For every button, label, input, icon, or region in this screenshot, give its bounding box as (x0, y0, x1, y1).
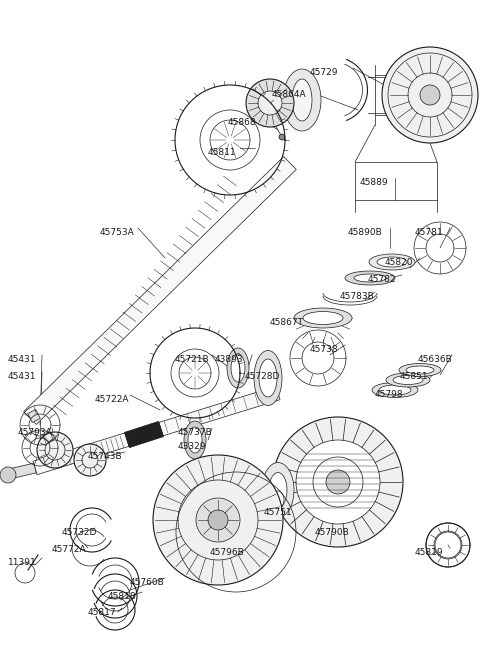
Text: 45636B: 45636B (418, 355, 453, 364)
Text: 45431: 45431 (8, 372, 36, 381)
Ellipse shape (386, 373, 430, 387)
Polygon shape (24, 157, 296, 424)
Text: 45889: 45889 (360, 178, 389, 187)
Text: 43329: 43329 (178, 442, 206, 451)
Text: 45729: 45729 (310, 68, 338, 77)
Circle shape (153, 455, 283, 585)
Text: 45819: 45819 (415, 548, 444, 557)
Text: 45743B: 45743B (88, 452, 122, 461)
Circle shape (196, 498, 240, 542)
Circle shape (273, 417, 403, 547)
Ellipse shape (369, 254, 415, 270)
Text: 45732D: 45732D (62, 528, 97, 537)
Ellipse shape (303, 312, 343, 324)
Ellipse shape (406, 366, 434, 374)
Ellipse shape (399, 364, 441, 377)
Text: 45728D: 45728D (245, 372, 280, 381)
Polygon shape (28, 409, 40, 422)
Circle shape (420, 85, 440, 105)
Ellipse shape (231, 354, 245, 382)
Polygon shape (33, 386, 280, 475)
Text: 45818: 45818 (108, 592, 137, 601)
Text: 45867T: 45867T (270, 318, 304, 327)
Text: 45868: 45868 (228, 118, 257, 127)
Text: 45864A: 45864A (272, 90, 307, 99)
Circle shape (326, 470, 350, 494)
Text: 45753A: 45753A (100, 228, 135, 237)
Circle shape (296, 440, 380, 524)
Ellipse shape (283, 69, 321, 131)
Bar (355, 162, 437, 200)
Ellipse shape (379, 385, 411, 395)
Text: 45760B: 45760B (130, 578, 165, 587)
Ellipse shape (345, 271, 395, 285)
Text: 43893: 43893 (215, 355, 244, 364)
Text: 11391: 11391 (8, 558, 37, 567)
Text: 45796B: 45796B (210, 548, 245, 557)
Ellipse shape (354, 274, 386, 282)
Circle shape (37, 432, 73, 468)
Ellipse shape (259, 359, 277, 397)
Ellipse shape (294, 308, 352, 328)
Circle shape (246, 79, 294, 127)
Circle shape (382, 47, 478, 143)
Polygon shape (124, 421, 164, 447)
Text: 45890B: 45890B (348, 228, 383, 237)
Text: 45811: 45811 (208, 148, 237, 157)
Ellipse shape (269, 472, 287, 508)
Ellipse shape (262, 462, 294, 517)
Text: 45782: 45782 (368, 275, 396, 284)
Ellipse shape (188, 427, 202, 453)
Text: 45772A: 45772A (52, 545, 86, 554)
Text: 45737B: 45737B (178, 428, 213, 437)
Text: 45820: 45820 (385, 258, 413, 267)
Ellipse shape (292, 79, 312, 121)
Ellipse shape (377, 257, 407, 267)
Text: 45817: 45817 (88, 608, 117, 617)
Ellipse shape (393, 375, 423, 384)
Text: 45793A: 45793A (18, 428, 53, 437)
Circle shape (258, 91, 282, 115)
Text: 45783B: 45783B (340, 292, 375, 301)
Ellipse shape (184, 421, 206, 459)
Text: 45851: 45851 (400, 372, 429, 381)
Ellipse shape (372, 383, 418, 398)
Text: 45721B: 45721B (175, 355, 210, 364)
Text: 45790B: 45790B (315, 528, 350, 537)
Text: 45722A: 45722A (95, 395, 130, 404)
Text: 45738: 45738 (310, 345, 338, 354)
Ellipse shape (254, 350, 282, 405)
Polygon shape (4, 463, 36, 480)
Text: 45751: 45751 (264, 508, 293, 517)
Circle shape (208, 510, 228, 530)
Circle shape (0, 467, 16, 483)
Circle shape (74, 444, 106, 476)
Text: 45431: 45431 (8, 355, 36, 364)
Ellipse shape (227, 348, 249, 388)
Text: 45781: 45781 (415, 228, 444, 237)
Text: 45798: 45798 (375, 390, 404, 399)
Circle shape (279, 134, 285, 140)
